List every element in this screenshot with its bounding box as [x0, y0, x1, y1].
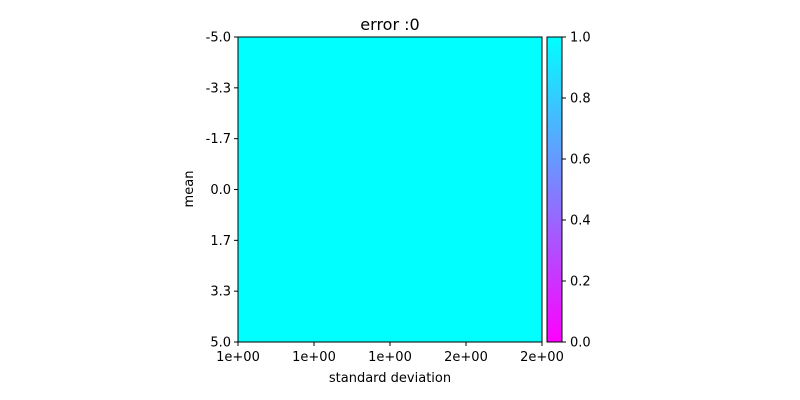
colorbar-tick-label: 0.0 [570, 336, 591, 351]
y-tick-label: -3.3 [206, 81, 231, 96]
x-axis-ticks: 1e+00 1e+00 1e+00 2e+00 2e+00 [216, 342, 564, 365]
heatmap-cell [238, 37, 542, 342]
y-axis-ticks: -5.0 -3.3 -1.7 0.0 1.7 3.3 5.0 [206, 31, 238, 351]
y-axis-label: mean [182, 171, 197, 208]
x-tick-label: 1e+00 [368, 350, 412, 365]
y-tick-label: 1.7 [210, 234, 231, 249]
y-tick-label: 0.0 [210, 183, 231, 198]
y-tick-label: -5.0 [206, 31, 231, 46]
x-tick-label: 1e+00 [292, 350, 336, 365]
colorbar-tick-label: 0.2 [570, 275, 591, 290]
y-tick-label: 5.0 [210, 336, 231, 351]
chart-title: error :0 [360, 15, 419, 34]
y-tick-label: -1.7 [206, 132, 231, 147]
x-tick-label: 2e+00 [520, 350, 564, 365]
colorbar: 0.0 0.2 0.4 0.6 0.8 1.0 [546, 31, 591, 351]
x-tick-label: 1e+00 [216, 350, 260, 365]
y-tick-label: 3.3 [210, 285, 231, 300]
colorbar-tick-label: 0.8 [570, 92, 591, 107]
colorbar-tick-label: 0.6 [570, 153, 591, 168]
x-axis-label: standard deviation [329, 371, 451, 386]
colorbar-ticks: 0.0 0.2 0.4 0.6 0.8 1.0 [562, 31, 591, 351]
colorbar-gradient [546, 36, 563, 343]
plot-area [237, 36, 543, 343]
colorbar-tick-label: 0.4 [570, 214, 591, 229]
colorbar-tick-label: 1.0 [570, 31, 591, 46]
x-tick-label: 2e+00 [444, 350, 488, 365]
